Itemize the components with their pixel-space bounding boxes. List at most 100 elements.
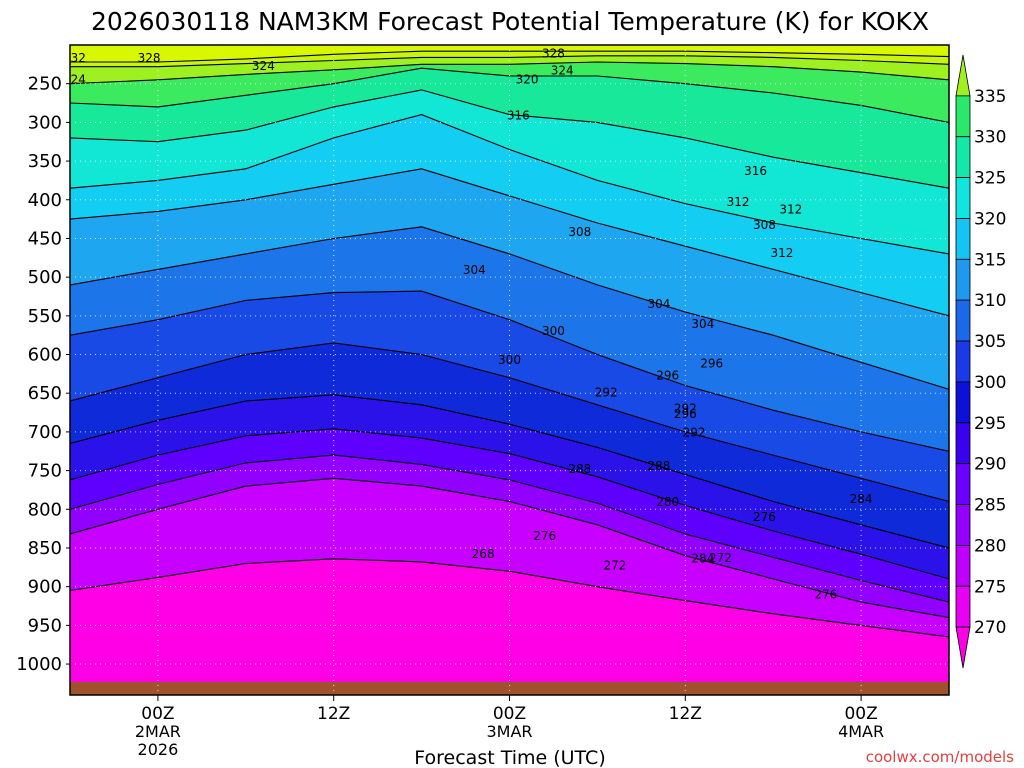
fill-band (70, 45, 949, 62)
x-tick-date: 4MAR (838, 722, 884, 741)
y-tick-label: 250 (28, 74, 62, 95)
colorbar-label: 325 (974, 169, 1006, 189)
contour-label: 332 (63, 51, 86, 65)
contour-label: 300 (498, 353, 521, 367)
contour-label: 272 (604, 559, 627, 573)
colorbar-swatch (955, 54, 971, 97)
contour-label: 268 (472, 547, 495, 561)
isentrope-280 (70, 477, 949, 619)
colorbar-label: 295 (974, 414, 1006, 434)
y-tick-label: 500 (28, 267, 62, 288)
colorbar-label: 275 (974, 577, 1006, 597)
ground-band (70, 682, 949, 695)
isentrope-312 (70, 114, 949, 255)
colorbar-swatch (955, 95, 971, 138)
colorbar-label: 305 (974, 332, 1006, 352)
colorbar-swatch (955, 381, 971, 424)
y-tick-label: 900 (28, 577, 62, 598)
colorbar-swatch (955, 545, 971, 587)
y-tick-label: 400 (28, 190, 62, 211)
isentrope-332 (70, 50, 949, 63)
isentrope-316 (70, 89, 949, 189)
x-tick-date: 3MAR (486, 722, 532, 741)
contour-label: 288 (568, 462, 591, 476)
y-tick-label: 850 (28, 538, 62, 559)
isentrope-324 (70, 61, 949, 85)
contour-labels: 332 3283243243283243203163163123123083123… (63, 46, 873, 601)
y-tick-label: 450 (28, 228, 62, 249)
isentrope-328 (70, 55, 949, 68)
isentrope-276 (70, 558, 949, 638)
y-tick-label: 950 (28, 615, 62, 636)
isentrope-284 (70, 454, 949, 603)
colorbar-swatch (955, 504, 971, 546)
contour-label: 304 (691, 317, 714, 331)
y-tick-label: 700 (28, 422, 62, 443)
colorbar-label: 290 (974, 455, 1006, 475)
contour-label: 300 (542, 324, 565, 338)
contour-label: 280 (656, 495, 679, 509)
colorbar: 270 275 280 285 290 295 300 305 310 315 320 325 330 3… (955, 54, 1006, 669)
x-tick-label: 12Z (317, 704, 350, 724)
y-axis: 250 300 350 400 450 500 550 600 650 700 750 800 850 9… (16, 74, 70, 675)
contour-label: 324 (63, 73, 86, 87)
y-tick-label: 1000 (16, 654, 62, 675)
x-tick-label: 00Z (141, 704, 174, 724)
contour-label: 296 (656, 368, 679, 382)
chart-title: 2026030118 NAM3KM Forecast Potential Tem… (91, 7, 929, 36)
grid-lines (70, 45, 949, 695)
theta-contours (70, 50, 949, 638)
contour-label: 284 (691, 552, 714, 566)
contour-label: 308 (753, 218, 776, 232)
y-tick-label: 350 (28, 151, 62, 172)
contour-label: 276 (753, 510, 776, 524)
contour-label: 288 (647, 459, 670, 473)
contour-label: 312 (779, 203, 802, 217)
colorbar-swatch (955, 258, 971, 301)
colorbar-swatch (955, 463, 971, 505)
colorbar-label: 300 (974, 373, 1006, 393)
x-axis-label: Forecast Time (UTC) (414, 747, 605, 768)
y-tick-label: 750 (28, 461, 62, 482)
contour-label: 276 (533, 529, 556, 543)
y-tick-label: 300 (28, 112, 62, 133)
contour-label: 296 (700, 357, 723, 371)
isentrope-296 (70, 342, 949, 503)
contour-label: 296 (674, 407, 697, 421)
contour-label: 324 (551, 63, 574, 77)
contour-label: 308 (568, 225, 591, 239)
colorbar-swatch (955, 177, 971, 219)
colorbar-swatch (955, 422, 971, 465)
contour-label: 328 (542, 46, 565, 60)
x-tick-year: 2026 (138, 740, 179, 759)
y-tick-label: 800 (28, 499, 62, 520)
y-tick-label: 600 (28, 345, 62, 366)
isentrope-300 (70, 290, 949, 452)
colorbar-swatch (955, 218, 971, 260)
x-tick-label: 00Z (493, 704, 526, 724)
colorbar-swatch (955, 136, 971, 179)
colorbar-swatch (955, 626, 971, 669)
contour-label: 272 (709, 551, 732, 565)
x-tick-label: 12Z (669, 704, 702, 724)
contour-label: 292 (674, 402, 697, 416)
contour-label: 312 (771, 246, 794, 260)
colorbar-swatch (955, 585, 971, 628)
x-tick-date: 2MAR (135, 722, 181, 741)
colorbar-label: 315 (974, 250, 1006, 270)
contour-label: 292 (683, 426, 706, 440)
contour-label: 312 (727, 195, 750, 209)
colorbar-label: 335 (974, 87, 1006, 107)
y-tick-label: 650 (28, 383, 62, 404)
isentrope-292 (70, 394, 949, 549)
x-tick-label: 00Z (844, 704, 877, 724)
contour-label: 304 (463, 263, 486, 277)
colorbar-label: 320 (974, 209, 1006, 229)
contour-label: 276 (814, 587, 837, 601)
contour-label: 316 (744, 164, 767, 178)
y-tick-label: 550 (28, 306, 62, 327)
contour-label: 284 (850, 492, 873, 506)
contour-label: 328 (138, 51, 161, 65)
